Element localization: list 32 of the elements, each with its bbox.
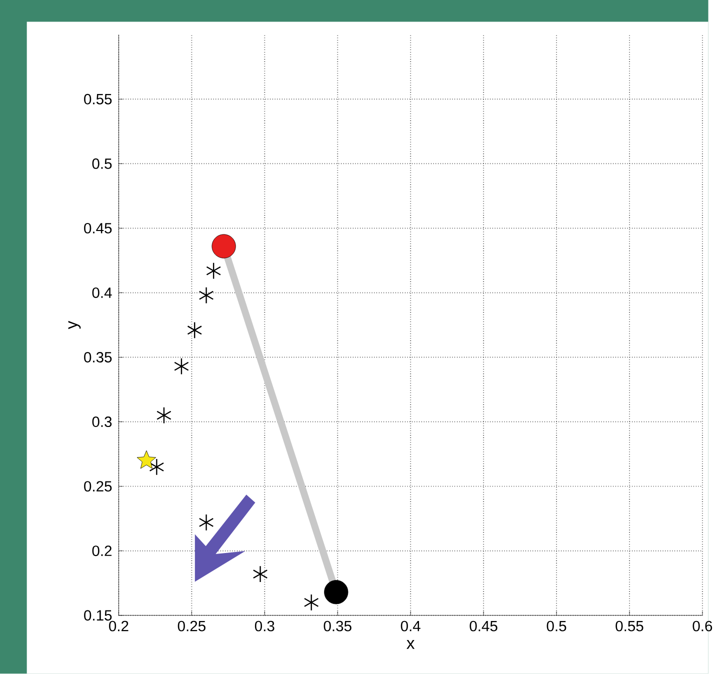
x-tick-label: 0.5 xyxy=(546,620,566,632)
point xyxy=(206,262,222,280)
x-tick-label: 0.2 xyxy=(109,620,128,632)
y-tick-label: 0.35 xyxy=(84,352,112,363)
x-tick-label: 0.3 xyxy=(254,620,274,632)
y-tick-label: 0.45 xyxy=(84,223,112,234)
x-tick-label: 0.45 xyxy=(470,620,498,632)
y-tick-label: 0.4 xyxy=(92,288,112,298)
x-tick-label: 0.4 xyxy=(400,620,420,632)
point xyxy=(136,450,156,469)
x-tick-label: 0.25 xyxy=(178,620,206,632)
x-tick-label: 0.6 xyxy=(692,620,712,632)
y-axis-title: y xyxy=(68,320,81,330)
point xyxy=(187,322,202,339)
point xyxy=(198,514,214,532)
x-axis-title: x xyxy=(406,640,415,650)
point xyxy=(324,580,348,604)
y-tick-label: 0.2 xyxy=(92,546,112,556)
point xyxy=(252,566,268,583)
y-tick-label: 0.15 xyxy=(84,610,112,621)
point xyxy=(212,234,236,258)
point xyxy=(198,286,214,304)
point xyxy=(156,406,172,424)
x-tick-label: 0.35 xyxy=(324,620,352,632)
point xyxy=(149,458,164,476)
y-tick-label: 0.55 xyxy=(84,94,112,104)
point xyxy=(304,594,319,612)
y-tick-label: 0.25 xyxy=(84,481,112,492)
x-tick-label: 0.55 xyxy=(616,620,644,632)
y-tick-label: 0.3 xyxy=(92,416,112,428)
point xyxy=(174,358,189,375)
y-tick-label: 0.5 xyxy=(92,158,112,170)
